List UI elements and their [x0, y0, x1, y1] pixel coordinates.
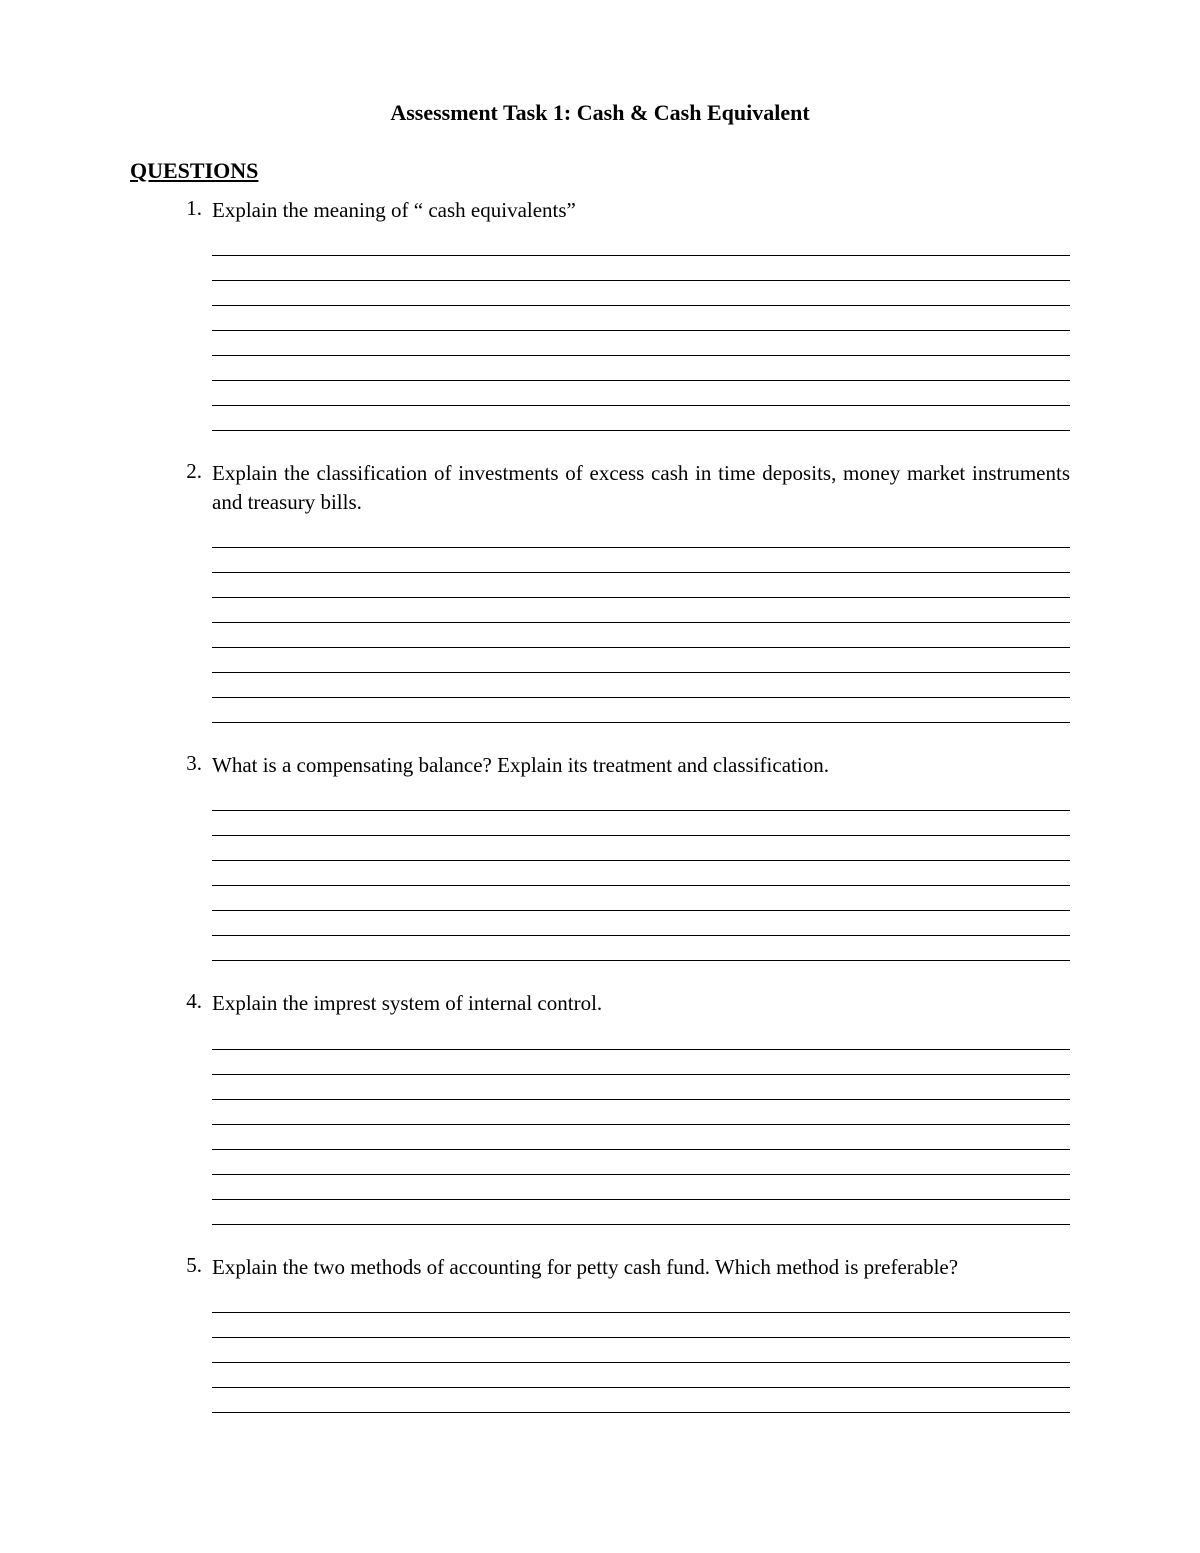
answer-lines — [212, 789, 1070, 961]
question-number: 4. — [178, 989, 212, 1014]
answer-line — [212, 576, 1070, 598]
answer-line — [212, 1128, 1070, 1150]
question-item: 4.Explain the imprest system of internal… — [178, 989, 1070, 1224]
answer-line — [212, 939, 1070, 961]
answer-line — [212, 259, 1070, 281]
answer-line — [212, 1153, 1070, 1175]
question-item: 3.What is a compensating balance? Explai… — [178, 751, 1070, 961]
answer-line — [212, 651, 1070, 673]
answer-line — [212, 626, 1070, 648]
answer-line — [212, 1391, 1070, 1413]
answer-lines — [212, 526, 1070, 723]
document-title: Assessment Task 1: Cash & Cash Equivalen… — [130, 100, 1070, 126]
answer-line — [212, 914, 1070, 936]
answer-line — [212, 551, 1070, 573]
question-text: Explain the classification of investment… — [212, 459, 1070, 516]
answer-line — [212, 526, 1070, 548]
question-text: Explain the meaning of “ cash equivalent… — [212, 196, 1070, 224]
answer-line — [212, 676, 1070, 698]
answer-line — [212, 839, 1070, 861]
answer-line — [212, 814, 1070, 836]
answer-line — [212, 1203, 1070, 1225]
answer-line — [212, 1053, 1070, 1075]
answer-lines — [212, 1291, 1070, 1413]
answer-line — [212, 1316, 1070, 1338]
answer-lines — [212, 1028, 1070, 1225]
question-item: 5.Explain the two methods of accounting … — [178, 1253, 1070, 1413]
answer-line — [212, 409, 1070, 431]
answer-line — [212, 234, 1070, 256]
question-row: 2.Explain the classification of investme… — [178, 459, 1070, 516]
question-row: 3.What is a compensating balance? Explai… — [178, 751, 1070, 779]
answer-line — [212, 789, 1070, 811]
answer-line — [212, 1178, 1070, 1200]
answer-line — [212, 284, 1070, 306]
answer-line — [212, 309, 1070, 331]
questions-list: 1.Explain the meaning of “ cash equivale… — [130, 196, 1070, 1413]
answer-lines — [212, 234, 1070, 431]
answer-line — [212, 1366, 1070, 1388]
question-row: 5.Explain the two methods of accounting … — [178, 1253, 1070, 1281]
question-item: 1.Explain the meaning of “ cash equivale… — [178, 196, 1070, 431]
section-header: QUESTIONS — [130, 158, 1070, 184]
answer-line — [212, 334, 1070, 356]
answer-line — [212, 1291, 1070, 1313]
answer-line — [212, 359, 1070, 381]
question-row: 1.Explain the meaning of “ cash equivale… — [178, 196, 1070, 224]
question-number: 2. — [178, 459, 212, 484]
question-item: 2.Explain the classification of investme… — [178, 459, 1070, 723]
answer-line — [212, 864, 1070, 886]
answer-line — [212, 384, 1070, 406]
question-number: 3. — [178, 751, 212, 776]
answer-line — [212, 1341, 1070, 1363]
answer-line — [212, 889, 1070, 911]
answer-line — [212, 701, 1070, 723]
question-text: Explain the imprest system of internal c… — [212, 989, 1070, 1017]
question-number: 5. — [178, 1253, 212, 1278]
question-row: 4.Explain the imprest system of internal… — [178, 989, 1070, 1017]
question-text: Explain the two methods of accounting fo… — [212, 1253, 1070, 1281]
answer-line — [212, 1078, 1070, 1100]
answer-line — [212, 1028, 1070, 1050]
question-number: 1. — [178, 196, 212, 221]
answer-line — [212, 1103, 1070, 1125]
answer-line — [212, 601, 1070, 623]
question-text: What is a compensating balance? Explain … — [212, 751, 1070, 779]
